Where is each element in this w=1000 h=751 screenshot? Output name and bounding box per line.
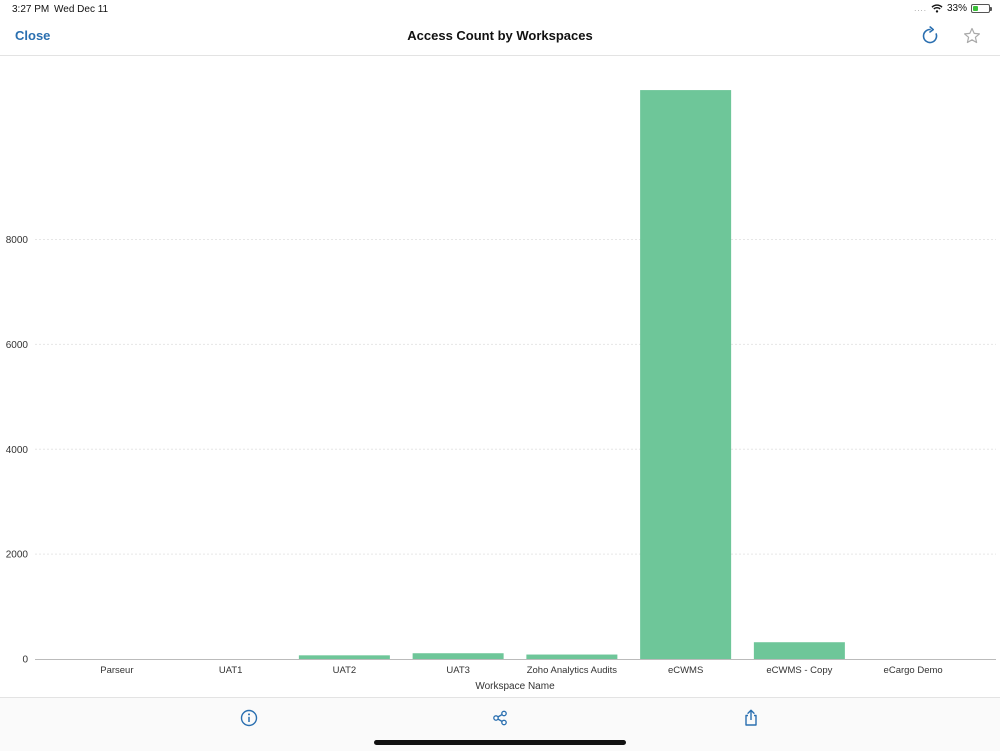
- grid-lines: [35, 239, 996, 555]
- bars: [298, 90, 845, 659]
- status-date: Wed Dec 11: [54, 4, 109, 15]
- star-icon[interactable]: [962, 26, 982, 46]
- status-time: 3:27 PM: [12, 4, 50, 15]
- x-axis-title: Workspace Name: [475, 681, 555, 692]
- bar-ecwms-copy[interactable]: [753, 642, 845, 659]
- y-axis-ticks: 0 2000 4000 6000 8000: [6, 235, 29, 665]
- close-button[interactable]: Close: [15, 28, 51, 43]
- x-axis-ticks: Parseur UAT1 UAT2 UAT3 Zoho Analytics Audits…: [100, 665, 942, 676]
- bar-zoho-analytics-audits[interactable]: [526, 654, 618, 659]
- share-icon[interactable]: [490, 708, 510, 728]
- info-icon[interactable]: [239, 708, 259, 728]
- battery-percent: 33%: [946, 3, 967, 14]
- battery-nub: [990, 7, 992, 11]
- x-tick-label: UAT3: [446, 665, 470, 676]
- nav-bar: Close Access Count by Workspaces: [0, 18, 1000, 56]
- wifi-icon: [931, 4, 943, 13]
- y-tick-label: 0: [22, 655, 28, 666]
- x-tick-label: eCargo Demo: [884, 665, 943, 676]
- x-tick-label: Parseur: [100, 665, 133, 676]
- home-indicator: [374, 740, 626, 745]
- x-tick-label: UAT2: [333, 665, 357, 676]
- refresh-icon[interactable]: [920, 26, 940, 46]
- battery-fill: [973, 6, 978, 11]
- battery-icon: [971, 4, 992, 13]
- export-icon[interactable]: [741, 708, 761, 728]
- y-tick-label: 2000: [6, 550, 29, 561]
- bar-ecwms[interactable]: [640, 90, 732, 659]
- bar-uat2[interactable]: [298, 655, 390, 659]
- status-indicators: .... 33%: [914, 3, 992, 14]
- y-tick-label: 8000: [6, 235, 29, 246]
- status-bar: 3:27 PM Wed Dec 11 .... 33%: [0, 0, 1000, 18]
- page-title: Access Count by Workspaces: [407, 28, 593, 43]
- x-tick-label: Zoho Analytics Audits: [527, 665, 618, 676]
- x-tick-label: UAT1: [219, 665, 243, 676]
- bar-uat3[interactable]: [412, 653, 504, 659]
- bar-chart: 0 2000 4000 6000 8000 Parseur UAT1 UAT2 UAT3 Zoh…: [6, 90, 996, 692]
- x-tick-label: eCWMS - Copy: [766, 665, 832, 676]
- signal-dots: ....: [914, 4, 927, 13]
- x-tick-label: eCWMS: [668, 665, 703, 676]
- y-tick-label: 6000: [6, 340, 29, 351]
- y-tick-label: 4000: [6, 445, 29, 456]
